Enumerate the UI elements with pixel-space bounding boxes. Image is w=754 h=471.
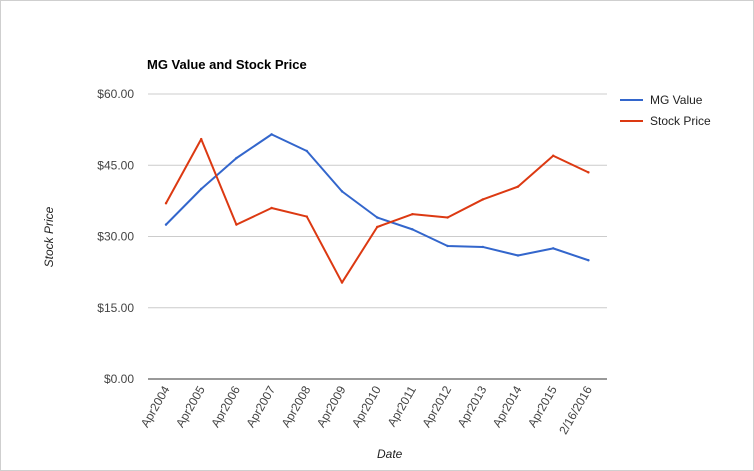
data-point: [446, 216, 449, 219]
x-tick-label: Apr2007: [243, 383, 278, 430]
data-point: [340, 190, 344, 193]
y-tick-label: $60.00: [97, 87, 134, 101]
series-line: [165, 138, 590, 284]
y-tick-label: $30.00: [97, 230, 134, 244]
y-tick-label: $45.00: [97, 158, 134, 172]
data-point: [481, 245, 484, 249]
data-point: [164, 223, 168, 226]
x-axis-label: Date: [377, 447, 403, 461]
x-tick-label: 2/16/2016: [556, 383, 595, 437]
x-tick-label: Apr2008: [279, 383, 314, 430]
x-tick-label: Apr2006: [208, 383, 243, 430]
data-point: [587, 171, 590, 174]
y-tick-label: $0.00: [104, 372, 134, 386]
data-point: [235, 223, 238, 226]
data-point: [305, 215, 308, 218]
data-point: [376, 225, 379, 229]
data-point: [164, 202, 168, 205]
data-point: [340, 281, 344, 284]
chart-title: MG Value and Stock Price: [147, 57, 307, 72]
data-point: [200, 137, 203, 141]
x-tick-label: Apr2012: [419, 383, 454, 430]
data-point: [270, 133, 273, 136]
data-point: [587, 259, 590, 262]
data-point: [516, 185, 520, 188]
data-point: [552, 247, 555, 250]
x-tick-label: Apr2010: [349, 383, 384, 430]
legend-label: Stock Price: [650, 114, 711, 128]
x-tick-label: Apr2011: [385, 383, 420, 429]
data-point: [235, 156, 238, 160]
data-point: [446, 244, 449, 248]
data-point: [305, 149, 308, 153]
data-point: [516, 254, 520, 257]
data-point: [552, 154, 555, 157]
x-tick-label: Apr2014: [490, 383, 525, 430]
data-point: [270, 206, 273, 210]
data-point: [411, 228, 414, 231]
series-line: [165, 133, 590, 262]
data-point: [481, 198, 484, 201]
data-point: [411, 212, 414, 216]
data-point: [200, 187, 203, 191]
x-tick-label: Apr2009: [314, 383, 349, 430]
x-tick-label: Apr2005: [173, 383, 208, 430]
x-tick-label: Apr2004: [138, 383, 173, 430]
y-tick-label: $15.00: [97, 301, 134, 315]
data-point: [376, 216, 379, 219]
legend-label: MG Value: [650, 93, 703, 107]
x-tick-label: Apr2015: [525, 383, 560, 430]
x-tick-label: Apr2013: [455, 383, 490, 430]
